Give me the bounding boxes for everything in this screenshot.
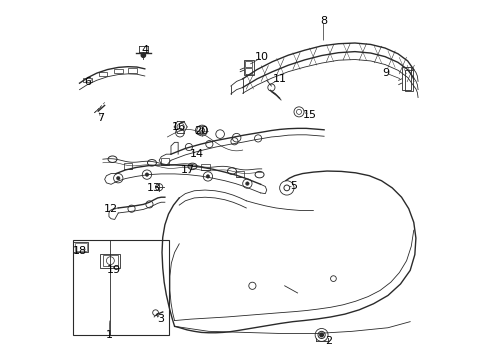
Text: 15: 15 (302, 110, 316, 120)
Circle shape (206, 175, 209, 178)
Text: 2: 2 (325, 336, 332, 346)
Text: 18: 18 (73, 246, 87, 256)
Bar (100, 253, 120, 268)
Bar (405, 70, 412, 91)
Text: 3: 3 (157, 314, 163, 324)
Text: 9: 9 (382, 68, 389, 78)
Text: 12: 12 (104, 204, 118, 215)
Bar (128, 68, 137, 73)
Circle shape (245, 182, 249, 185)
Text: 20: 20 (193, 126, 207, 135)
Text: 5: 5 (290, 181, 297, 192)
Text: 7: 7 (97, 113, 103, 123)
Circle shape (141, 53, 145, 57)
Text: 4: 4 (141, 45, 148, 55)
Bar (114, 69, 122, 73)
Bar (401, 67, 410, 90)
Bar (201, 163, 210, 170)
Text: 13: 13 (147, 183, 161, 193)
Bar (74, 243, 87, 251)
Bar (102, 255, 118, 266)
Text: 8: 8 (319, 17, 326, 27)
Circle shape (145, 173, 148, 176)
Text: 1: 1 (105, 330, 112, 340)
Text: 11: 11 (272, 74, 286, 84)
Bar (73, 242, 88, 252)
Text: 6: 6 (84, 77, 91, 87)
Bar (244, 61, 252, 67)
Bar (235, 171, 244, 177)
Bar (160, 158, 169, 165)
Bar (73, 240, 169, 335)
Bar (123, 163, 132, 169)
Text: 16: 16 (172, 122, 186, 132)
Bar (244, 68, 252, 74)
Bar (244, 60, 253, 75)
Circle shape (319, 333, 323, 337)
Text: 10: 10 (254, 52, 268, 62)
Bar (83, 78, 92, 82)
Bar (99, 72, 107, 76)
Text: 19: 19 (106, 265, 121, 275)
Text: 17: 17 (181, 165, 195, 175)
Circle shape (116, 176, 120, 180)
Text: 14: 14 (190, 149, 204, 159)
